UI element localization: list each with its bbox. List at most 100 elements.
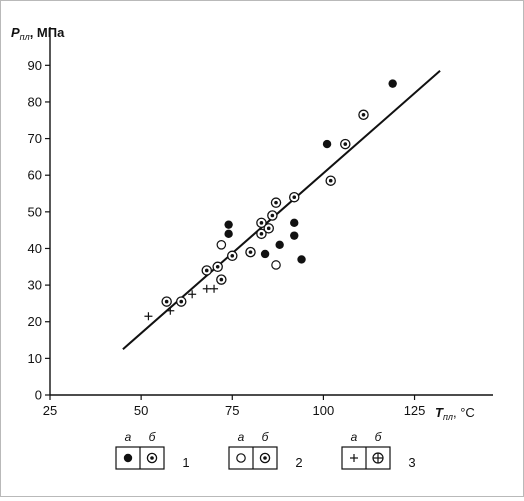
legend-item-3: а б 3 [342, 430, 416, 470]
legend-label-a: а [238, 430, 245, 444]
legend-label-b: б [375, 430, 383, 444]
data-point [290, 231, 298, 239]
marker-center-dot [260, 232, 264, 236]
series-dotted-circle [162, 110, 368, 306]
legend-label-a: а [351, 430, 358, 444]
data-point [210, 285, 218, 293]
y-tick-label: 0 [35, 388, 42, 403]
legend-marker-b [373, 453, 383, 463]
data-point [290, 193, 299, 202]
x-axis-unit: , °C [453, 405, 475, 420]
data-points [144, 79, 396, 320]
data-point [388, 79, 396, 87]
data-point [177, 297, 186, 306]
data-point [217, 275, 226, 284]
marker-filled-dot [224, 230, 232, 238]
y-axis-symbol: P [11, 25, 20, 40]
data-point [326, 176, 335, 185]
y-tick-label: 10 [28, 351, 42, 366]
data-point [144, 312, 152, 320]
data-point [224, 220, 232, 228]
series-filled [224, 79, 396, 263]
marker-center-dot [271, 214, 275, 218]
marker-filled-dot [388, 79, 396, 87]
data-point [271, 198, 280, 207]
marker-filled-dot [290, 231, 298, 239]
marker-center-dot [150, 456, 154, 460]
marker-center-dot [230, 254, 234, 258]
marker-center-dot [267, 227, 271, 231]
data-point [217, 241, 225, 249]
marker-center-dot [274, 201, 278, 205]
legend-number: 2 [295, 455, 302, 470]
legend-item-2: а б 2 [229, 430, 303, 470]
x-tick-label: 50 [134, 403, 148, 418]
data-point [203, 285, 211, 293]
x-tick-label: 75 [225, 403, 239, 418]
data-point [162, 297, 171, 306]
marker-open-circle [217, 241, 225, 249]
data-point [228, 251, 237, 260]
legend-label-a: а [125, 430, 132, 444]
data-point [261, 250, 269, 258]
marker-center-dot [292, 195, 296, 199]
data-point [224, 230, 232, 238]
marker-center-dot [220, 278, 224, 282]
y-tick-label: 50 [28, 204, 42, 219]
marker-filled-dot [323, 140, 331, 148]
x-tick-label: 100 [313, 403, 335, 418]
data-point [166, 307, 174, 315]
marker-center-dot [260, 221, 264, 225]
x-tick-label: 25 [43, 403, 57, 418]
marker-filled-dot [275, 241, 283, 249]
y-tick-label: 30 [28, 278, 42, 293]
legend: а б 1 а б 2 а б 3 [116, 430, 416, 470]
marker-open-circle [272, 261, 280, 269]
marker-filled-dot [124, 454, 132, 462]
legend-marker-b [260, 453, 269, 462]
x-axis-title: Tпл, °C [435, 405, 475, 422]
marker-center-dot [263, 456, 267, 460]
marker-center-dot [179, 300, 183, 304]
y-tick-label: 40 [28, 241, 42, 256]
marker-filled-dot [261, 250, 269, 258]
marker-center-dot [205, 269, 209, 273]
data-point [246, 248, 255, 257]
legend-marker-a [124, 454, 132, 462]
y-tick-label: 90 [28, 58, 42, 73]
legend-marker-a [237, 454, 245, 462]
legend-label-b: б [262, 430, 270, 444]
data-point [359, 110, 368, 119]
marker-filled-dot [297, 255, 305, 263]
data-point [213, 262, 222, 271]
x-axis-subscript: пл [443, 412, 453, 422]
marker-open-circle [237, 454, 245, 462]
marker-filled-dot [224, 220, 232, 228]
legend-marker-b [147, 453, 156, 462]
marker-center-dot [362, 113, 366, 117]
y-tick-label: 60 [28, 168, 42, 183]
data-point [272, 261, 280, 269]
y-axis-subscript: пл [20, 32, 30, 42]
data-point [268, 211, 277, 220]
marker-filled-dot [290, 219, 298, 227]
legend-item-1: а б 1 [116, 430, 190, 470]
data-point [297, 255, 305, 263]
marker-center-dot [343, 142, 347, 146]
y-tick-label: 80 [28, 94, 42, 109]
y-axis-unit: , МПа [30, 25, 65, 40]
data-point [264, 224, 273, 233]
data-point [202, 266, 211, 275]
legend-number: 1 [182, 455, 189, 470]
y-tick-label: 20 [28, 314, 42, 329]
marker-center-dot [249, 250, 253, 254]
marker-center-dot [329, 179, 333, 183]
x-tick-label: 125 [404, 403, 426, 418]
marker-center-dot [165, 300, 169, 304]
data-point [290, 219, 298, 227]
legend-number: 3 [408, 455, 415, 470]
data-point [275, 241, 283, 249]
legend-label-b: б [149, 430, 157, 444]
